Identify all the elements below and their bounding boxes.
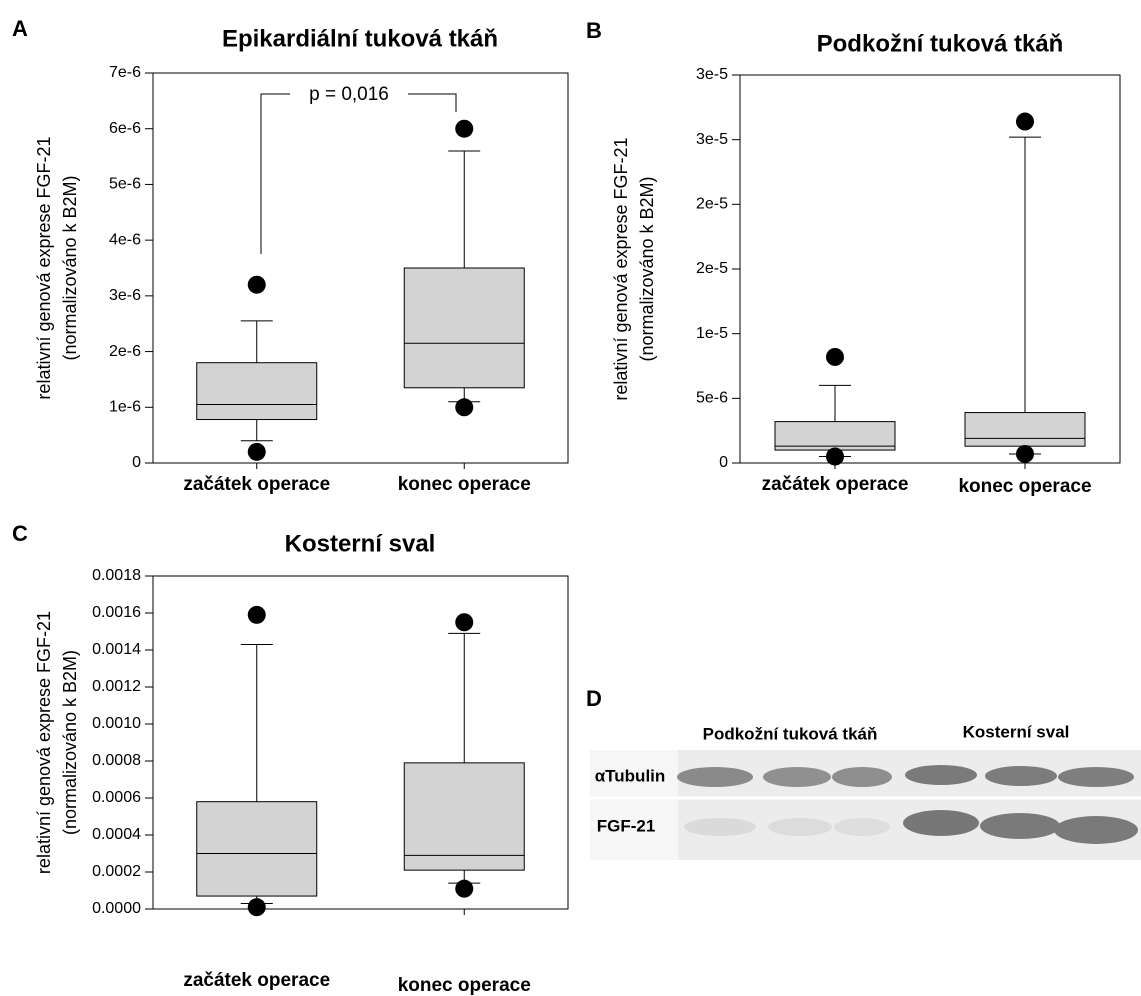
y-tick-label: 0.0018 — [92, 567, 141, 584]
outlier — [455, 398, 473, 416]
panel-letter: C — [12, 521, 28, 546]
y-tick-label: 0.0000 — [92, 900, 141, 917]
box — [197, 802, 317, 896]
y-tick-label: 0.0006 — [92, 789, 141, 806]
chart-title: Podkožní tuková tkáň — [817, 30, 1064, 57]
x-tick-label: začátek operace — [183, 474, 330, 495]
outlier — [826, 348, 844, 366]
y-tick-label: 4e-6 — [109, 231, 141, 248]
blot-group-label: Kosterní sval — [963, 722, 1070, 741]
y-tick-label: 3e-5 — [696, 131, 728, 148]
outlier — [248, 276, 266, 294]
box — [965, 413, 1085, 447]
y-tick-label: 0.0002 — [92, 863, 141, 880]
y-tick-label: 1e-6 — [109, 399, 141, 416]
y-tick-label: 2e-5 — [696, 196, 728, 213]
y-tick-label: 0.0010 — [92, 715, 141, 732]
y-tick-label: 6e-6 — [109, 120, 141, 137]
y-axis-label: relativní genová exprese FGF-21 — [611, 137, 631, 400]
y-tick-label: 1e-5 — [696, 325, 728, 342]
y-axis-label: (normalizováno k B2M) — [60, 650, 80, 835]
x-tick-label: konec operace — [398, 975, 531, 996]
blot-image — [590, 750, 1141, 860]
y-tick-label: 2e-5 — [696, 260, 728, 277]
panel-letter: B — [586, 18, 602, 43]
outlier — [826, 448, 844, 466]
y-tick-label: 5e-6 — [696, 390, 728, 407]
plot-frame — [740, 75, 1120, 463]
y-axis-label: (normalizováno k B2M) — [60, 175, 80, 360]
chart-title: Epikardiální tuková tkáň — [222, 25, 498, 52]
y-tick-label: 7e-6 — [109, 64, 141, 81]
bracket — [408, 94, 456, 112]
y-tick-label: 3e-6 — [109, 287, 141, 304]
outlier — [1016, 113, 1034, 131]
x-tick-label: začátek operace — [762, 474, 909, 495]
y-tick-label: 2e-6 — [109, 343, 141, 360]
box — [197, 363, 317, 420]
x-tick-label: začátek operace — [183, 970, 330, 991]
outlier — [1016, 445, 1034, 463]
outlier — [248, 606, 266, 624]
figure: D Podkožní tuková tkáň Kosterní sval αTu… — [0, 0, 1141, 996]
y-tick-label: 0.0014 — [92, 641, 141, 658]
y-tick-label: 3e-5 — [696, 66, 728, 83]
x-tick-label: konec operace — [398, 474, 531, 495]
chart-title: Kosterní sval — [285, 530, 436, 557]
y-tick-label: 0 — [132, 454, 141, 471]
panel-letter: D — [586, 686, 602, 711]
bracket — [261, 94, 290, 254]
box — [404, 268, 524, 388]
outlier — [455, 880, 473, 898]
outlier — [455, 613, 473, 631]
x-tick-label: konec operace — [958, 476, 1091, 497]
y-axis-label: relativní genová exprese FGF-21 — [34, 136, 54, 399]
blot-row-label: FGF-21 — [597, 816, 656, 835]
y-tick-label: 0.0016 — [92, 604, 141, 621]
blot-group-label: Podkožní tuková tkáň — [703, 724, 878, 743]
y-tick-label: 0.0004 — [92, 826, 141, 843]
outlier — [455, 120, 473, 138]
y-axis-label: relativní genová exprese FGF-21 — [34, 611, 54, 874]
y-tick-label: 0.0008 — [92, 752, 141, 769]
y-tick-label: 0 — [719, 454, 728, 471]
box — [404, 763, 524, 870]
annotation: p = 0,016 — [309, 84, 389, 105]
y-tick-label: 0.0012 — [92, 678, 141, 695]
y-axis-label: (normalizováno k B2M) — [637, 176, 657, 361]
blot-row-label: αTubulin — [595, 766, 666, 785]
outlier — [248, 443, 266, 461]
panel-letter: A — [12, 16, 28, 41]
y-tick-label: 5e-6 — [109, 176, 141, 193]
